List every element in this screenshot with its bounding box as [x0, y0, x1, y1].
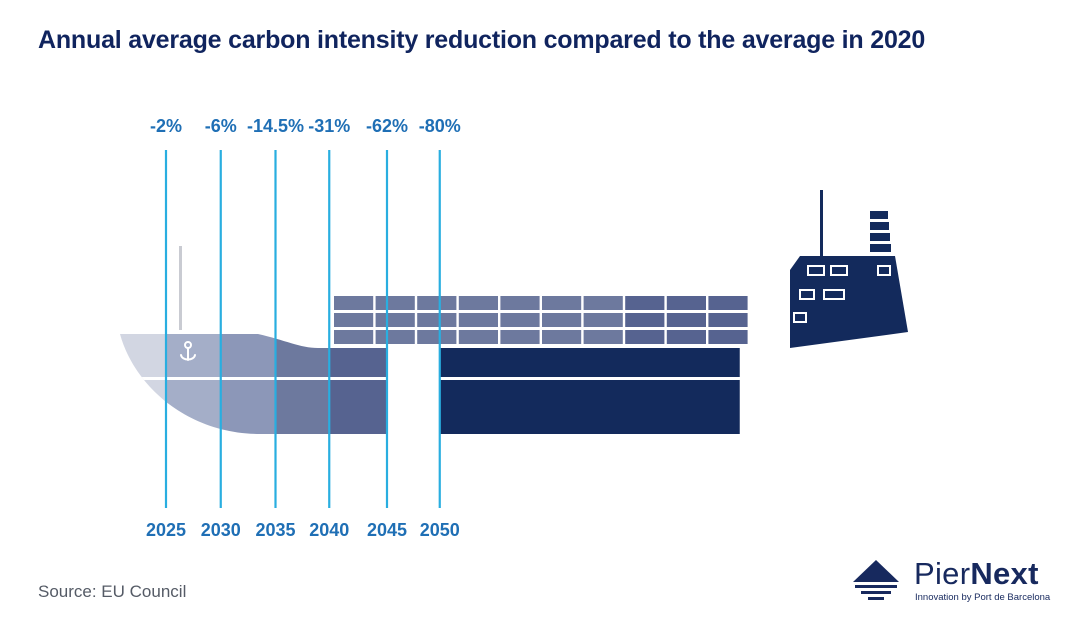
logo-prefix: Pier [914, 556, 971, 591]
container-block [625, 296, 665, 310]
hull-stage-final [439, 332, 740, 434]
bow-mast [179, 246, 182, 330]
chart-title: Annual average carbon intensity reductio… [38, 26, 926, 54]
hull-deck-line [120, 377, 931, 380]
container-block [708, 330, 748, 344]
container-block [458, 330, 498, 344]
reduction-label: -2% [150, 116, 182, 136]
logo-tagline: Innovation by Port de Barcelona [915, 592, 1051, 603]
hull-stage-3 [220, 332, 276, 434]
reduction-labels: -2% -6% -14.5% -31% -62% -80% [150, 116, 461, 136]
reduction-label: -6% [205, 116, 237, 136]
container-block [542, 330, 582, 344]
container-block [666, 330, 706, 344]
container-block [334, 330, 374, 344]
container-block [666, 313, 706, 327]
year-labels: 2025 2030 2035 2040 2045 2050 [146, 520, 460, 540]
container-block [417, 313, 457, 327]
container-block [500, 330, 540, 344]
container-block [625, 313, 665, 327]
reduction-label: -62% [366, 116, 408, 136]
container-block [583, 330, 623, 344]
container-block [375, 330, 415, 344]
anchor-icon [180, 341, 196, 361]
container-block [625, 330, 665, 344]
container-block [708, 296, 748, 310]
container-block [583, 296, 623, 310]
year-label: 2025 [146, 520, 186, 540]
reduction-label: -80% [419, 116, 461, 136]
hull-stage-5 [329, 332, 388, 434]
container-block [708, 313, 748, 327]
container-stack [334, 296, 748, 344]
reduction-label: -31% [308, 116, 350, 136]
piernext-logo: PierNext Innovation by Port de Barcelona [852, 556, 1052, 606]
container-block [375, 296, 415, 310]
year-label: 2045 [367, 520, 407, 540]
container-block [542, 296, 582, 310]
container-block [458, 313, 498, 327]
container-block [542, 313, 582, 327]
container-block [666, 296, 706, 310]
container-block [417, 330, 457, 344]
container-block [375, 313, 415, 327]
ship-bridge [790, 190, 908, 348]
container-block [500, 313, 540, 327]
container-block [334, 313, 374, 327]
hull-stage-1 [120, 332, 167, 434]
container-block [458, 296, 498, 310]
container-block [500, 296, 540, 310]
year-label: 2050 [420, 520, 460, 540]
year-label: 2035 [255, 520, 295, 540]
container-block [417, 296, 457, 310]
source-note: Source: EU Council [38, 582, 187, 601]
year-lines [164, 150, 441, 508]
logo-suffix: Next [970, 556, 1039, 591]
hull-stage-4 [275, 332, 330, 434]
container-block [583, 313, 623, 327]
year-label: 2040 [309, 520, 349, 540]
hull-color-stages [120, 332, 740, 434]
hull-stage-2 [166, 332, 222, 434]
pier-logo-icon [853, 560, 899, 600]
container-block [334, 296, 374, 310]
year-label: 2030 [201, 520, 241, 540]
reduction-label: -14.5% [247, 116, 304, 136]
logo-wordmark: PierNext [914, 556, 1039, 592]
